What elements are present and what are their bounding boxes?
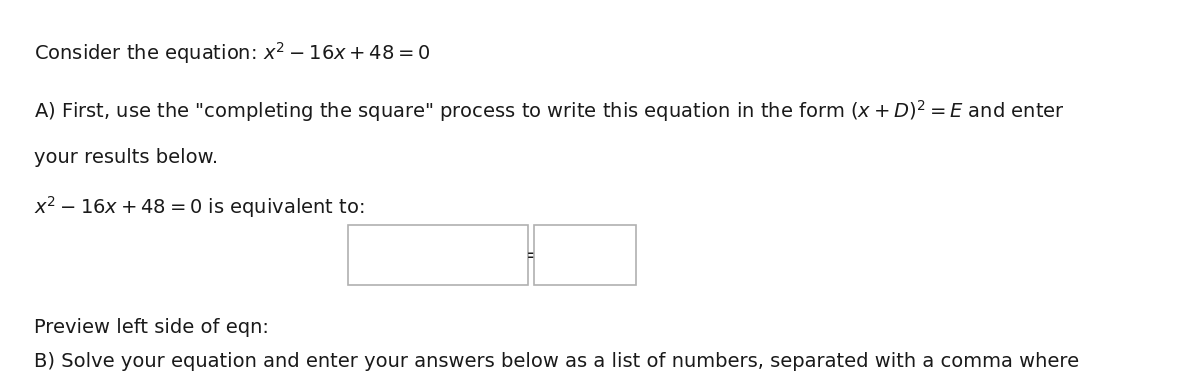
Text: $x^2 - 16x + 48 = 0$ is equivalent to:: $x^2 - 16x + 48 = 0$ is equivalent to: bbox=[34, 194, 365, 220]
Text: Preview left side of eqn:: Preview left side of eqn: bbox=[34, 318, 269, 336]
Text: =: = bbox=[526, 246, 542, 264]
Text: B) Solve your equation and enter your answers below as a list of numbers, separa: B) Solve your equation and enter your an… bbox=[34, 352, 1079, 371]
FancyBboxPatch shape bbox=[348, 225, 528, 285]
Text: A) First, use the "completing the square" process to write this equation in the : A) First, use the "completing the square… bbox=[34, 98, 1064, 124]
Text: Consider the equation: $x^2 - 16x + 48 = 0$: Consider the equation: $x^2 - 16x + 48 =… bbox=[34, 40, 431, 66]
Text: your results below.: your results below. bbox=[34, 148, 217, 167]
FancyBboxPatch shape bbox=[534, 225, 636, 285]
